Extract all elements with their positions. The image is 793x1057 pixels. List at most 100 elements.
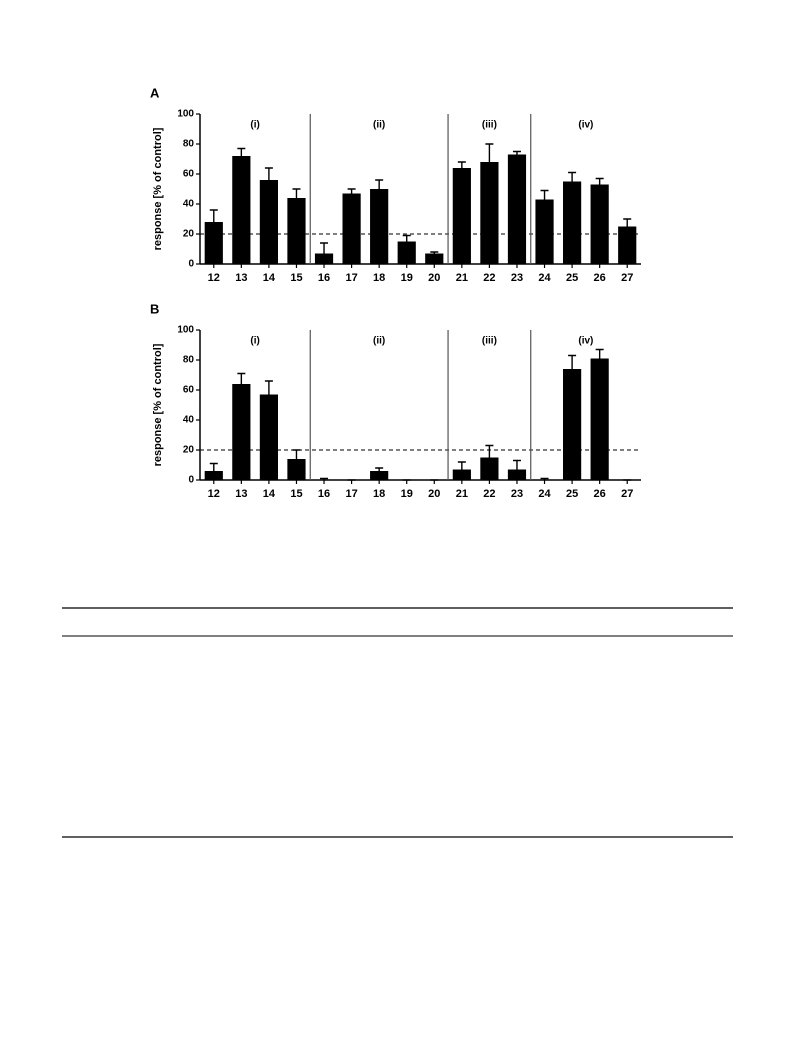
- error-bar: [375, 179, 384, 189]
- error-bar: [623, 218, 632, 227]
- x-tick-label: 26: [594, 272, 606, 284]
- bar: [562, 369, 582, 480]
- x-tick-label: 13: [235, 488, 247, 500]
- y-tick-label: 60: [183, 385, 195, 396]
- x-tick-label: 25: [566, 272, 578, 284]
- bar: [397, 241, 416, 264]
- group-label: (i): [250, 120, 259, 131]
- bar: [204, 222, 223, 264]
- x-tick-label: 19: [401, 272, 413, 284]
- bar: [425, 253, 444, 264]
- error-bar: [540, 189, 549, 200]
- bar: [480, 162, 499, 264]
- panel-label: B: [150, 301, 159, 316]
- group-label: (i): [250, 336, 259, 347]
- bar: [452, 469, 471, 480]
- error-bar: [568, 171, 577, 182]
- error-bar: [264, 380, 273, 395]
- x-tick-label: 24: [538, 272, 551, 284]
- x-tick-label: 25: [566, 488, 578, 500]
- y-axis-label: response [% of control]: [152, 343, 164, 466]
- error-bar: [347, 188, 356, 194]
- error-bar: [485, 444, 494, 458]
- error-bar: [292, 449, 301, 459]
- y-tick-label: 80: [183, 355, 195, 366]
- y-tick-label: 40: [183, 199, 195, 210]
- x-tick-label: 14: [263, 272, 276, 284]
- group-label: (ii): [373, 120, 385, 131]
- y-tick-label: 60: [183, 169, 195, 180]
- y-tick-label: 0: [188, 475, 194, 486]
- bar: [618, 226, 637, 264]
- bar: [287, 198, 306, 264]
- panel-label: A: [150, 85, 160, 100]
- bar: [535, 199, 554, 264]
- bar: [370, 189, 389, 264]
- x-tick-label: 17: [345, 272, 357, 284]
- y-tick-label: 0: [188, 259, 194, 270]
- x-tick-label: 21: [456, 488, 468, 500]
- x-tick-label: 18: [373, 488, 385, 500]
- bar: [562, 181, 582, 264]
- error-bar: [568, 354, 577, 369]
- error-bar: [209, 462, 218, 471]
- x-tick-label: 17: [345, 488, 357, 500]
- error-bar: [209, 209, 218, 222]
- x-tick-label: 15: [290, 488, 302, 500]
- error-bar: [264, 167, 273, 180]
- bar: [370, 471, 389, 480]
- bar: [507, 154, 527, 264]
- bar: [204, 471, 223, 480]
- x-tick-label: 22: [483, 272, 495, 284]
- x-tick-label: 13: [235, 272, 247, 284]
- x-tick-label: 21: [456, 272, 468, 284]
- error-bar: [595, 177, 604, 185]
- bar: [314, 253, 334, 264]
- x-tick-label: 22: [483, 488, 495, 500]
- error-bar: [540, 477, 549, 480]
- x-tick-label: 12: [208, 488, 220, 500]
- error-bar: [320, 477, 329, 480]
- x-tick-label: 27: [621, 488, 633, 500]
- bar: [232, 384, 251, 480]
- x-tick-label: 24: [538, 488, 551, 500]
- error-bar: [457, 461, 466, 470]
- bar: [259, 394, 279, 480]
- y-tick-label: 40: [183, 415, 195, 426]
- error-bar: [375, 467, 384, 471]
- y-tick-label: 20: [183, 445, 195, 456]
- error-bar: [402, 234, 411, 242]
- error-bar: [512, 150, 521, 155]
- group-label: (iv): [578, 336, 593, 347]
- group-label: (iv): [578, 120, 593, 131]
- error-bar: [512, 459, 521, 470]
- x-tick-label: 20: [428, 272, 440, 284]
- y-axis-label: response [% of control]: [152, 127, 164, 250]
- y-tick-label: 100: [177, 109, 194, 120]
- error-bar: [457, 161, 466, 168]
- x-tick-label: 16: [318, 488, 330, 500]
- x-tick-label: 26: [594, 488, 606, 500]
- x-tick-label: 19: [401, 488, 413, 500]
- error-bar: [292, 188, 301, 198]
- x-tick-label: 12: [208, 272, 220, 284]
- bar: [452, 168, 471, 264]
- bar: [590, 358, 609, 480]
- x-tick-label: 16: [318, 272, 330, 284]
- bar: [590, 184, 609, 264]
- x-tick-label: 23: [511, 488, 523, 500]
- group-label: (ii): [373, 336, 385, 347]
- error-bar: [237, 147, 246, 156]
- bar: [259, 180, 279, 264]
- error-bar: [320, 242, 329, 254]
- x-tick-label: 18: [373, 272, 385, 284]
- bar: [232, 156, 251, 264]
- error-bar: [430, 251, 439, 254]
- y-tick-label: 80: [183, 139, 195, 150]
- error-bar: [485, 143, 494, 162]
- error-bar: [237, 372, 246, 384]
- group-label: (iii): [482, 336, 497, 347]
